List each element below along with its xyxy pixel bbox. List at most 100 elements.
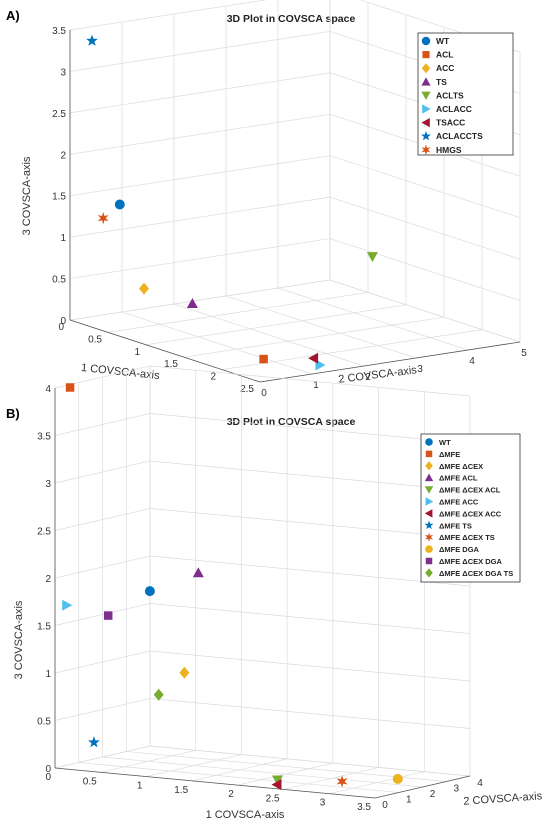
legend-marker: [425, 497, 434, 506]
y-tick-label: 2: [430, 789, 436, 800]
legend-label: WT: [439, 438, 451, 447]
z-tick-label: 2.5: [37, 527, 51, 538]
side-gridline-z: [329, 238, 521, 301]
x-axis-line: [54, 767, 376, 799]
legend-marker: [421, 144, 431, 156]
legend-label: ACLACC: [436, 104, 472, 114]
y-tick-label: 3: [417, 364, 423, 375]
legend-label: ΔMFE ΔCEX ACC: [439, 509, 502, 518]
panel-a-label: A): [6, 8, 20, 23]
wall-gridline-z: [69, 155, 331, 197]
side-gridline-z: [149, 745, 471, 777]
z-tick-label: 1.5: [37, 622, 51, 633]
chart-b-ylabel: 2 COVSCA-axis: [463, 790, 543, 808]
data-point--mfe-cex: [179, 666, 190, 679]
chart-b-zlabel: 3 COVSCA-axis: [13, 600, 25, 679]
legend-marker: [421, 77, 431, 86]
chart-a-points: [86, 34, 378, 371]
data-point--mfe-acl: [192, 567, 204, 578]
legend-marker: [422, 104, 431, 114]
legend-label: HMGS: [436, 145, 462, 155]
legend-label: ΔMFE ΔCEX ACL: [439, 486, 501, 495]
legend-label: ΔMFE ΔCEX: [439, 462, 483, 471]
side-gridline-z: [329, 279, 521, 343]
wall-gridline-z: [69, 31, 331, 72]
data-point--mfe-ts: [88, 736, 100, 748]
wall-gridline-z: [69, 0, 268, 31]
legend-marker: [424, 486, 434, 494]
y-tick-label: 5: [521, 348, 527, 359]
chart-b-grid: [54, 365, 471, 799]
data-point--mfe-cex-acl: [272, 775, 283, 786]
wall-gridline-z: [54, 745, 151, 769]
data-point--mfe-dga: [392, 773, 403, 784]
z-tick-label: 0: [60, 316, 66, 327]
legend-label: ΔMFE ACL: [439, 474, 478, 483]
z-tick-label: 0.5: [37, 717, 51, 728]
side-gridline-z: [149, 508, 471, 539]
data-point-aclts: [366, 252, 378, 263]
wall-gridline-z: [54, 508, 151, 531]
legend-label: ΔMFE: [439, 450, 460, 459]
z-tick-label: 0: [45, 764, 51, 775]
legend-label: ΔMFE TS: [439, 521, 472, 530]
floor-gridline-x: [107, 292, 369, 333]
x-tick-label: 3.5: [357, 802, 371, 813]
legend-label: ΔMFE DGA: [439, 545, 480, 554]
side-gridline-z: [329, 155, 521, 219]
chart-b-ticks: 0 0.5 1 1.5 2 2.5 3 3.5 0 1 2 3 4 0 0.5 1 1.5 2 2.5 3 3.5 4: [37, 384, 483, 813]
legend-marker: [421, 63, 431, 74]
x-tick-label: 0.5: [83, 776, 97, 787]
wall-gridline-z: [69, 113, 331, 155]
wall-gridline-z: [69, 279, 331, 321]
x-tick-label: 2: [210, 372, 216, 383]
x-tick-label: 2.5: [240, 384, 254, 395]
panel-b: B) 3D Plot in COVSCA space 0 0.5 1 1.5 2 2.5 3…: [6, 365, 543, 821]
z-tick-label: 1: [45, 669, 51, 680]
legend-marker: [421, 91, 431, 100]
legend-marker: [425, 557, 433, 565]
floor-gridline-y: [225, 295, 417, 359]
legend-marker: [425, 568, 433, 578]
legend-marker: [424, 473, 434, 482]
y-tick-label: 0: [382, 800, 388, 811]
x-tick-label: 3: [320, 798, 326, 809]
chart-a-grid: [69, 0, 521, 383]
chart-b-title: 3D Plot in COVSCA space: [227, 416, 356, 428]
data-point--mfe-cex-ts: [336, 775, 348, 788]
x-tick-label: 2: [228, 789, 234, 800]
y-tick-label: 4: [469, 356, 475, 367]
legend-marker: [421, 118, 430, 128]
legend-marker: [421, 130, 431, 141]
legend-label: TS: [436, 77, 447, 87]
data-point-wt: [114, 199, 125, 210]
x-tick-label: 0: [58, 322, 64, 333]
panel-b-label: B): [6, 406, 20, 421]
x-tick-label: 1: [137, 781, 143, 792]
legend-marker: [424, 509, 433, 518]
floor-gridline-y: [173, 303, 365, 367]
y-axis-line: [259, 341, 521, 383]
legend-label: ΔMFE ΔCEX DGA TS: [439, 569, 513, 578]
panel-a: A) 3D Plot in COVSCA space 00.511.522.5 0…: [6, 0, 527, 399]
data-point--mfe-cex-dga-ts: [153, 688, 164, 701]
legend-marker: [422, 51, 430, 59]
legend-marker: [424, 520, 434, 530]
legend-marker: [425, 438, 433, 446]
chart-a-ticks: 0 0.5 1 1.5 2 2.5 0 1 2 3 4 5 0 0.5 1 1.5 2 2.5 3 3.5: [52, 26, 527, 399]
y-tick-label: 2: [365, 372, 371, 383]
z-tick-label: 2: [60, 150, 66, 161]
data-point--mfe-acc: [62, 599, 73, 611]
z-tick-label: 0.5: [52, 275, 66, 286]
wall-gridline-z: [54, 650, 151, 674]
x-tick-label: 2.5: [266, 793, 280, 804]
z-tick-label: 2.5: [52, 109, 66, 120]
legend-label: ACLTS: [436, 90, 464, 100]
floor-gridline-x: [145, 304, 407, 346]
chart-b-legend: WT ΔMFE ΔMFE ΔCEX ΔMFE ACL ΔMFE ΔCEX ACL ΔMFE…: [420, 433, 521, 583]
wall-gridline-z: [69, 72, 331, 114]
legend-label: ACC: [436, 63, 454, 73]
data-point-acc: [139, 282, 149, 295]
chart-a-title: 3D Plot in COVSCA space: [227, 13, 356, 25]
